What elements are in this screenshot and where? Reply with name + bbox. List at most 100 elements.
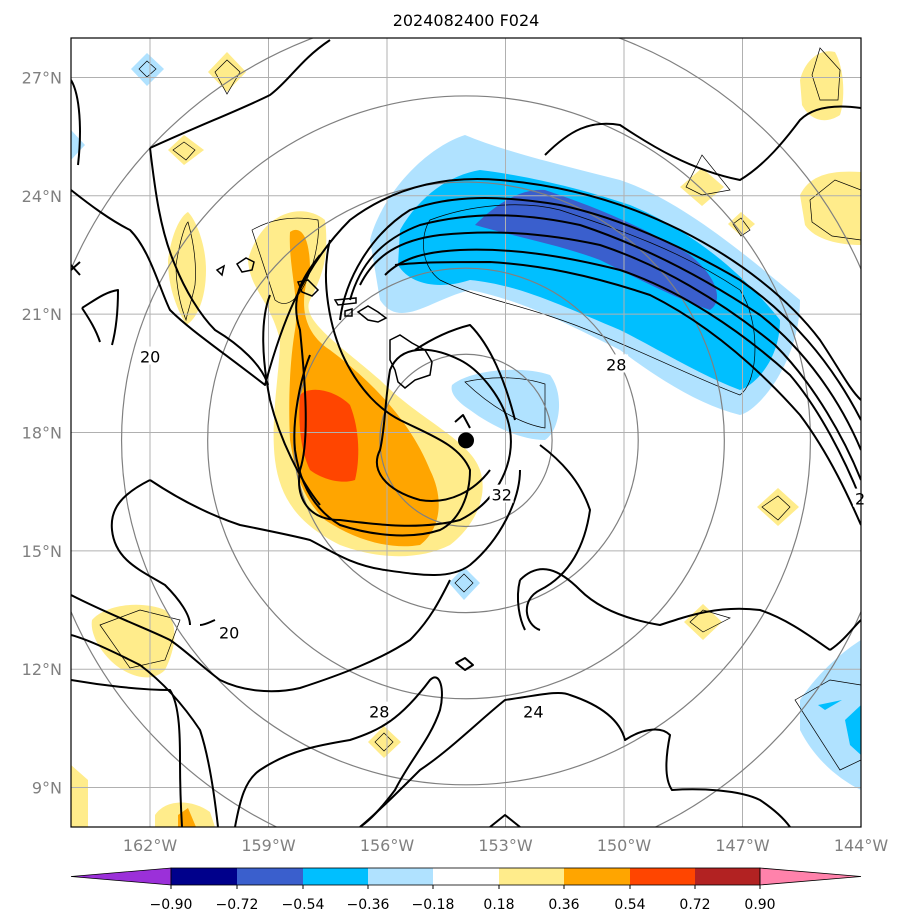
latitude-tick-label: 9°N — [32, 779, 62, 798]
contour-label-bg — [138, 346, 162, 365]
contour-label-bg — [521, 701, 546, 720]
positive-shade-region-core — [299, 389, 359, 482]
colorbar-segment — [70, 867, 172, 886]
longitude-tick-label: 162°W — [123, 836, 178, 855]
figure-title: 2024082400 F024 — [393, 11, 540, 30]
range-ring — [379, 353, 553, 528]
colorbar-tick-label: 0.72 — [679, 897, 710, 913]
contour-line — [359, 691, 791, 827]
contour-line — [71, 634, 219, 827]
shade-outline — [809, 179, 861, 241]
contour-line — [519, 568, 861, 651]
colorbar-segment — [499, 868, 564, 885]
colorbar-segment — [368, 868, 433, 885]
longitude-tick-label: 150°W — [597, 836, 652, 855]
negative-shade-patch — [818, 700, 842, 710]
positive-shade-patch — [168, 135, 204, 165]
colorbar-segment — [564, 868, 630, 885]
colorbar-segment — [171, 868, 237, 885]
shade-outline — [454, 573, 474, 593]
contour-line — [81, 289, 119, 346]
storm-center-marker — [458, 432, 474, 449]
latitude-tick-label: 27°N — [22, 68, 62, 87]
contour-line — [339, 197, 861, 421]
contour-label: 28 — [369, 703, 389, 722]
island-molokai — [333, 297, 357, 306]
island-oahu — [296, 279, 320, 297]
positive-shade-patch — [800, 171, 861, 245]
range-rings — [71, 38, 861, 827]
shade-outline — [138, 60, 157, 78]
contour-line — [295, 254, 512, 527]
colorbar-tick-label: −0.90 — [150, 897, 193, 913]
range-ring — [120, 95, 812, 786]
negative-shade-patch — [449, 567, 480, 600]
contour-label: 28 — [606, 355, 626, 374]
latitude-tick-label: 21°N — [22, 305, 62, 324]
positive-shade-patch — [168, 212, 206, 325]
contour-label: 24 — [523, 703, 543, 722]
range-ring — [207, 181, 725, 700]
shade-outline — [794, 679, 861, 771]
island-niihau — [215, 264, 226, 277]
latitude-tick-label: 15°N — [22, 542, 62, 561]
latitude-tick-label: 24°N — [22, 187, 62, 206]
longitude-tick-label: 153°W — [478, 836, 533, 855]
contour-label: 32 — [492, 486, 512, 505]
longitude-tick-label: 156°W — [360, 836, 415, 855]
colorbar: −0.90 −0.72 −0.54 −0.36 −0.18 0.18 0.36 0.54 0.7… — [70, 867, 862, 913]
colorbar-tick-label: 0.54 — [614, 897, 645, 913]
island-maui — [356, 305, 388, 323]
contour-lines — [71, 39, 861, 827]
positive-shade-patch — [800, 51, 844, 121]
colorbar-tick-label: 0.90 — [744, 897, 775, 913]
contour-line — [149, 479, 386, 571]
contour-labels: 20 28 32 20 28 24 2 — [138, 346, 867, 722]
contour-label-bg — [367, 701, 392, 720]
shade-outline — [732, 217, 751, 237]
negative-shade-patch — [800, 640, 861, 790]
positive-shade-patch — [728, 212, 755, 236]
contour-line — [234, 676, 443, 827]
contour-line — [149, 39, 331, 149]
longitude-tick-label: 147°W — [715, 836, 770, 855]
contour-line — [384, 248, 861, 501]
contour-line — [359, 231, 861, 481]
plot-area — [71, 38, 861, 827]
island-kauai — [235, 257, 255, 273]
contour-line — [516, 579, 526, 631]
contour-line — [394, 261, 861, 526]
contour-line — [149, 147, 269, 386]
colorbar-segment — [630, 868, 695, 885]
island-hawaii — [389, 334, 433, 389]
negative-shade-band-core — [475, 189, 718, 310]
colorbar-tick-label: −0.36 — [347, 897, 390, 913]
negative-shade-patch — [131, 53, 164, 86]
latitude-tick-labels: 27°N 24°N 21°N 18°N 15°N 12°N 9°N — [22, 68, 62, 797]
contour-line — [71, 261, 81, 276]
contour-line — [293, 239, 471, 537]
contour-label: 20 — [219, 624, 239, 643]
colorbar-segment — [759, 867, 862, 886]
island-lanai — [344, 308, 353, 317]
latitude-tick-label: 12°N — [22, 660, 62, 679]
colorbar-segment — [433, 868, 499, 885]
contour-label-bg — [604, 354, 629, 373]
positive-shade-patch — [91, 604, 175, 678]
contour-label-bg — [852, 488, 867, 507]
colorbar-tick-label: −0.72 — [216, 897, 259, 913]
shade-outline — [99, 609, 181, 669]
colorbar-tick-label: −0.18 — [412, 897, 455, 913]
plot-frame — [70, 37, 862, 828]
contour-line — [110, 479, 216, 626]
positive-shade-patch — [208, 52, 246, 92]
positive-shade-patch — [368, 726, 401, 758]
negative-shade-patch — [845, 705, 861, 755]
longitude-tick-label: 144°W — [834, 836, 889, 855]
shaded-field — [71, 51, 861, 827]
contour-line — [349, 214, 861, 451]
shade-outline — [374, 732, 394, 752]
colorbar-segment — [303, 868, 368, 885]
contour-line — [71, 79, 861, 401]
